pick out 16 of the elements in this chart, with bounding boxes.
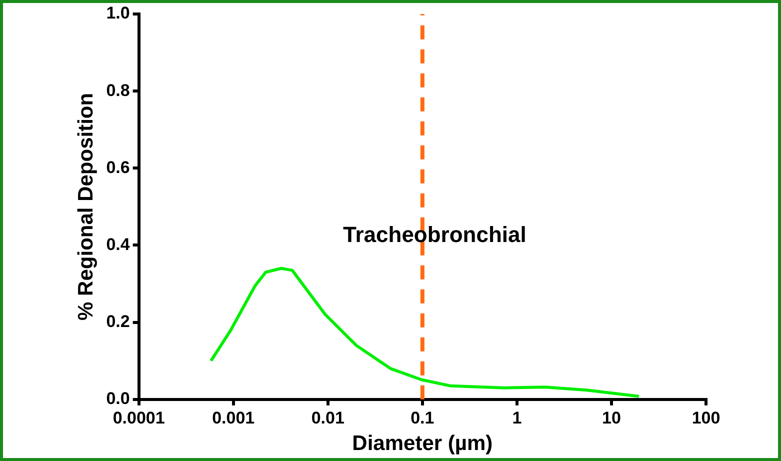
x-tick-label: 1 — [512, 408, 522, 428]
annotation: Tracheobronchial — [343, 222, 526, 248]
y-tick-label: 0.2 — [106, 312, 130, 332]
x-tick-label: 10 — [602, 408, 621, 428]
y-tick-label: 0.4 — [106, 234, 130, 254]
y-axis-title: % Regional Deposition — [74, 92, 98, 320]
y-tick-label: 0.6 — [106, 158, 130, 177]
x-tick-label: 0.01 — [311, 408, 344, 428]
x-axis-title: Diameter (µm) — [352, 432, 493, 456]
y-tick-label: 0.8 — [106, 80, 130, 100]
x-tick-label: 0.0001 — [112, 408, 165, 428]
x-tick-label: 0.1 — [410, 408, 434, 428]
x-tick-label: 0.001 — [212, 408, 255, 428]
y-tick-label: 1.0 — [106, 4, 130, 23]
x-tick-label: 100 — [692, 408, 720, 428]
y-tick-label: 0.0 — [106, 389, 130, 408]
